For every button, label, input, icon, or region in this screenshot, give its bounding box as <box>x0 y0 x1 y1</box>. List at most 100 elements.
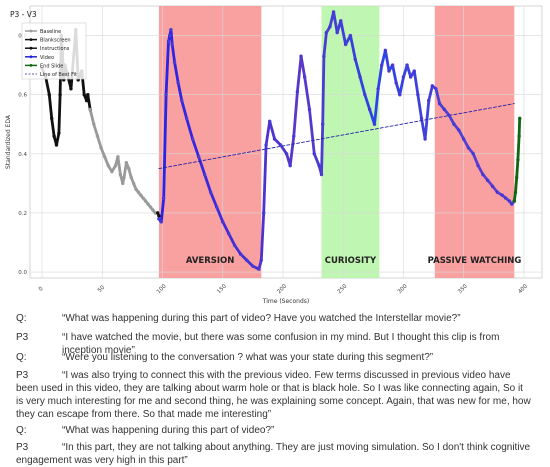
data-point <box>292 134 296 138</box>
x-tick-label: 350 <box>457 283 469 295</box>
data-point <box>86 92 90 97</box>
data-point <box>82 92 86 97</box>
x-tick-label: 100 <box>156 283 168 295</box>
data-point <box>307 107 312 112</box>
data-point <box>295 90 300 94</box>
data-point <box>348 33 353 38</box>
legend-label: Instructions <box>40 46 70 52</box>
data-point <box>476 163 480 168</box>
data-point <box>339 19 343 23</box>
legend-label: Baseline <box>40 29 61 35</box>
speaker-label: P3 <box>16 332 29 343</box>
data-point <box>57 131 61 135</box>
data-point <box>387 69 391 73</box>
data-point <box>58 92 62 97</box>
data-point <box>288 163 292 168</box>
region-label: CURIOSITY <box>325 256 377 266</box>
x-tick-label: 200 <box>276 283 288 295</box>
legend-marker <box>29 46 33 50</box>
data-point <box>239 252 243 257</box>
legend-marker <box>29 38 33 41</box>
data-point <box>127 166 131 171</box>
data-point <box>202 172 207 177</box>
data-point <box>209 190 213 194</box>
data-point <box>419 116 424 121</box>
data-point <box>139 193 143 197</box>
data-point <box>47 92 51 97</box>
data-point <box>166 39 171 44</box>
data-point <box>380 63 384 67</box>
data-point <box>513 190 518 194</box>
data-point <box>257 267 261 271</box>
speaker-label: Q: <box>16 313 27 324</box>
data-point <box>106 163 111 168</box>
data-point <box>215 205 219 209</box>
y-tick-label: 0.2 <box>18 211 27 217</box>
data-point <box>54 143 59 147</box>
data-point <box>102 155 107 159</box>
x-tick-labels: 0 50 100 150 200 250 300 350 400 <box>38 283 529 295</box>
data-point <box>516 158 520 162</box>
data-point <box>322 54 326 58</box>
series-line <box>158 103 515 170</box>
data-point <box>471 152 476 156</box>
data-point <box>416 92 420 97</box>
utterance-text: “Were you listening to the conversation … <box>62 352 434 363</box>
data-point <box>170 42 174 47</box>
data-point <box>452 122 456 126</box>
data-point <box>515 175 519 180</box>
data-point <box>164 92 168 97</box>
data-point <box>518 116 522 121</box>
data-point <box>84 98 89 103</box>
data-point <box>278 143 283 147</box>
data-point <box>118 172 123 177</box>
data-point <box>427 98 431 103</box>
data-point <box>143 199 148 203</box>
data-point <box>153 211 157 215</box>
data-point <box>268 119 272 124</box>
data-point <box>504 196 508 200</box>
data-point <box>358 75 362 79</box>
data-point <box>151 208 155 212</box>
data-point <box>412 69 417 73</box>
data-point <box>328 24 332 29</box>
data-point <box>134 187 138 192</box>
legend: Baseline Blankscreen Instructions Video End … <box>21 22 87 80</box>
data-point <box>507 199 512 203</box>
data-point <box>372 122 377 126</box>
eda-chart: AVERSION CURIOSITY PASSIVE WATCHING 0 50 100… <box>5 5 543 305</box>
data-point <box>447 113 451 118</box>
series-markers <box>40 10 522 271</box>
region-band <box>434 6 515 278</box>
utterance-text: “What was happening during this part of … <box>62 425 275 436</box>
data-point <box>233 243 237 248</box>
legend-marker <box>29 29 33 33</box>
speaker-label: P3 <box>16 442 29 453</box>
data-point <box>376 87 380 91</box>
legend-label: End Slide <box>40 63 63 69</box>
data-point <box>99 146 103 150</box>
data-point <box>121 181 125 186</box>
data-point <box>88 107 92 112</box>
data-point <box>196 155 201 159</box>
legend-marker <box>29 55 33 59</box>
data-point <box>184 116 189 121</box>
x-tick-label: 400 <box>517 283 529 295</box>
region-label: PASSIVE WATCHING <box>428 256 522 266</box>
data-point <box>162 196 166 200</box>
data-point <box>49 116 54 121</box>
y-axis-label: Standardized EDA <box>5 114 12 169</box>
data-point <box>490 184 495 189</box>
data-point <box>317 163 321 168</box>
data-point <box>394 81 398 85</box>
data-point <box>157 217 161 221</box>
data-point <box>116 155 120 159</box>
data-point <box>495 190 500 194</box>
legend-label: Line of Best Fit <box>40 72 77 78</box>
x-tick-label: 50 <box>97 284 107 294</box>
data-point <box>155 211 160 215</box>
data-point <box>517 134 521 138</box>
data-point <box>251 264 255 268</box>
x-tick-label: 300 <box>397 283 409 295</box>
data-point <box>319 172 324 177</box>
